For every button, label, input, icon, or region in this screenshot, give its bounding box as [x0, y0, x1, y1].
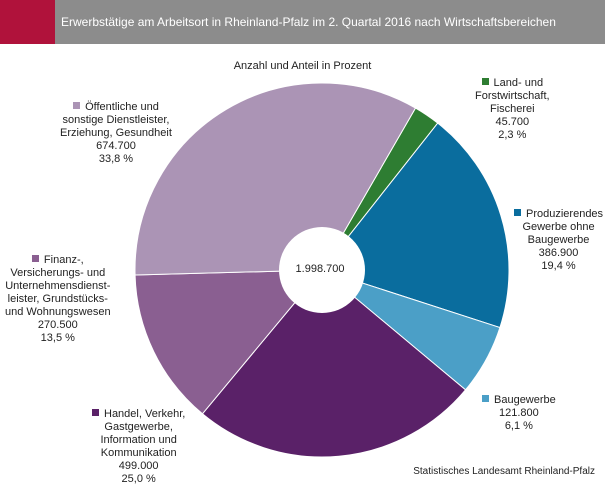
slice-name-text: Produzierendes — [526, 208, 604, 220]
header: Erwerbstätige am Arbeitsort in Rheinland… — [0, 0, 605, 44]
legend-swatch — [92, 409, 99, 416]
slice-name-text: Gastgewerbe, — [104, 421, 173, 433]
total-label: 1.998.700 — [295, 263, 345, 275]
slice-name-text: Unternehmensdienst- — [5, 280, 111, 292]
slice-percent-text: 13,5 % — [40, 332, 75, 344]
label-line: 2,3 % — [475, 129, 550, 142]
slice-label-handel-verkehr-gastgewerbe-information-und-kommunikation: Handel, Verkehr, Gastgewerbe, Information … — [92, 408, 185, 486]
slice-value-text: 270.500 — [37, 319, 78, 331]
slice-name-text: leister, Grundstücks- — [7, 293, 108, 305]
slice-name-text: Fischerei — [489, 103, 535, 115]
label-line: Gewerbe ohne — [514, 221, 603, 234]
slice-name-text: Kommunikation — [100, 447, 177, 459]
label-line: 33,8 % — [60, 153, 172, 166]
slice-label-produzierendes-gewerbe-ohne-baugewerbe: Produzierendes Gewerbe ohne Baugewerbe 386.… — [514, 208, 603, 273]
label-line: 6,1 % — [482, 420, 556, 433]
pie-slice-produzierendes-gewerbe-ohne-baugewerbe — [321, 122, 510, 329]
label-line: Produzierendes — [514, 208, 603, 221]
label-line: 25,0 % — [92, 473, 185, 486]
slice-value-text: 121.800 — [499, 407, 539, 419]
slice-label-land-und-forstwirtschaft-fischerei: Land- und Forstwirtschaft, Fischerei 45.700… — [475, 77, 550, 142]
slice-name-text: sonstige Dienstleister, — [62, 114, 170, 126]
label-line: Information und — [92, 434, 185, 447]
legend-swatch — [482, 395, 489, 402]
label-line: Finanz-, — [5, 254, 111, 267]
slice-value-text: 674.700 — [96, 140, 136, 152]
slice-name-text: Baugewerbe — [494, 394, 556, 406]
label-line: Versicherungs- und — [5, 267, 111, 280]
pie-slice-ffentliche-und-sonstige-dienstleister-erziehung-gesundheit — [134, 82, 417, 276]
slice-value-text: 386.900 — [538, 247, 579, 259]
label-line: Fischerei — [475, 103, 550, 116]
slice-name-text: Versicherungs- und — [10, 267, 106, 279]
slice-name-text: Baugewerbe — [527, 234, 590, 246]
legend-swatch — [481, 78, 489, 85]
slice-name-text: Handel, Verkehr, — [104, 408, 186, 420]
slice-name-text: und Wohnungswesen — [5, 306, 111, 318]
header-bar: Erwerbstätige am Arbeitsort in Rheinland… — [55, 0, 605, 44]
label-line: Gastgewerbe, — [92, 421, 185, 434]
chart-subtitle: Anzahl und Anteil in Prozent — [233, 60, 372, 72]
label-line: Unternehmensdienst- — [5, 280, 111, 293]
slice-name-text: Finanz-, — [43, 254, 84, 266]
label-line: 386.900 — [514, 247, 603, 260]
slice-label-baugewerbe: Baugewerbe 121.800 6,1 % — [482, 394, 556, 433]
slice-name-text: Erziehung, Gesundheit — [60, 127, 172, 139]
slice-label-ffentliche-und-sonstige-dienstleister-erziehung-gesundheit: Öffentliche und sonstige Dienstleister, Er… — [60, 101, 172, 166]
label-line: Erziehung, Gesundheit — [60, 127, 172, 140]
legend-swatch — [31, 255, 39, 262]
label-line: Forstwirtschaft, — [475, 90, 550, 103]
slice-percent-text: 25,0 % — [121, 473, 156, 485]
source-note: Statistisches Landesamt Rheinland-Pfalz — [413, 466, 595, 477]
pie-slice-finanz-versicherungs-und-unternehmensdienstleister-grundst-cks-und-wohnungswesen — [134, 269, 324, 415]
pie-slice-handel-verkehr-gastgewerbe-information-und-kommunikation — [201, 269, 467, 458]
label-line: Baugewerbe — [514, 234, 603, 247]
label-line: Kommunikation — [92, 447, 185, 460]
label-line: 19,4 % — [514, 260, 603, 273]
slice-name-text: Information und — [100, 434, 177, 446]
label-line: 45.700 — [475, 116, 550, 129]
slice-name-text: Land- und — [493, 77, 544, 89]
label-line: 121.800 — [482, 407, 556, 420]
slice-percent-text: 2,3 % — [498, 129, 527, 141]
slice-label-finanz-versicherungs-und-unternehmensdienstleister-grundst-cks-und-wohnungswesen: Finanz-, Versicherungs- und Unternehmensdi… — [5, 254, 111, 345]
legend-swatch — [73, 102, 81, 109]
label-line: 270.500 — [5, 319, 111, 332]
label-line: 499.000 — [92, 460, 185, 473]
slice-percent-text: 33,8 % — [98, 153, 134, 165]
slice-name-text: Gewerbe ohne — [522, 221, 595, 233]
label-line: Handel, Verkehr, — [92, 408, 185, 421]
label-line: Öffentliche und — [60, 101, 172, 114]
slice-value-text: 45.700 — [495, 116, 530, 128]
slice-value-text: 499.000 — [118, 460, 159, 472]
legend-swatch — [514, 209, 521, 216]
label-line: 674.700 — [60, 140, 172, 153]
donut-center — [279, 227, 365, 313]
label-line: 13,5 % — [5, 332, 111, 345]
label-line: und Wohnungswesen — [5, 306, 111, 319]
label-line: Baugewerbe — [482, 394, 556, 407]
label-line: sonstige Dienstleister, — [60, 114, 172, 127]
header-accent — [0, 0, 55, 44]
slice-name-text: Öffentliche und — [85, 101, 159, 113]
slice-name-text: Forstwirtschaft, — [475, 90, 550, 102]
slice-percent-text: 19,4 % — [541, 260, 576, 272]
chart-title: Erwerbstätige am Arbeitsort in Rheinland… — [61, 15, 556, 29]
label-line: Land- und — [475, 77, 550, 90]
label-line: leister, Grundstücks- — [5, 293, 111, 306]
slice-percent-text: 6,1 % — [504, 420, 533, 432]
